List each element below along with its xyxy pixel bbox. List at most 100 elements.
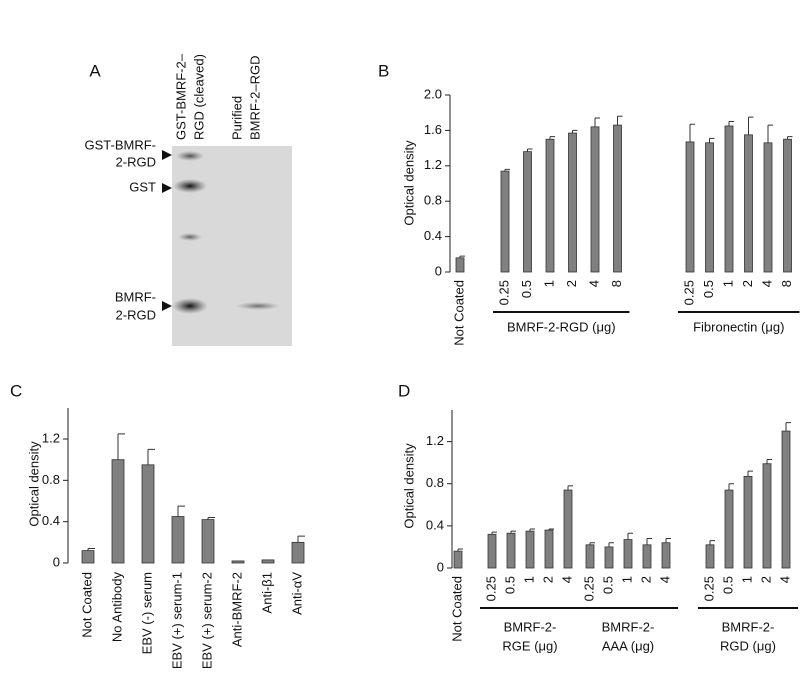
bar	[685, 141, 695, 273]
x-tick-label: 8	[609, 280, 624, 287]
x-tick-label: 1	[720, 280, 735, 287]
error-bar	[529, 528, 535, 532]
error-bar	[504, 168, 510, 172]
bar	[455, 257, 465, 273]
error-bar	[297, 535, 305, 543]
error-bar	[87, 548, 95, 551]
x-tick-label: 0.25	[681, 280, 696, 305]
bar	[763, 142, 773, 273]
x-tick-label: 4	[657, 576, 672, 583]
group-label: Fibronectin (μg)	[693, 319, 784, 334]
panel-letter: B	[378, 61, 389, 80]
group-label: BMRF-2-RGD (μg)	[507, 319, 616, 334]
bar	[744, 134, 753, 273]
bar	[590, 126, 600, 273]
bar	[453, 550, 463, 569]
group-label: AAA (μg)	[602, 638, 654, 653]
x-tick-label: 2	[564, 280, 579, 287]
x-tick-label: Anti-β1	[259, 572, 274, 613]
error-bar	[572, 129, 578, 134]
marker-label: 2-RGD	[116, 307, 156, 322]
x-tick-label: 0.5	[701, 280, 716, 298]
y-axis-label: Optical density	[401, 443, 416, 529]
x-tick-label: 0.5	[519, 280, 534, 298]
x-tick-label: 2	[758, 576, 773, 583]
bar	[724, 125, 734, 273]
x-tick-label: 0.25	[701, 576, 716, 601]
x-tick-label: 1	[619, 576, 634, 583]
x-tick-label: Not Coated	[79, 572, 94, 638]
x-tick-label: Not Coated	[449, 576, 464, 642]
band	[236, 302, 280, 310]
x-tick-label: 0.25	[483, 576, 498, 601]
y-tick-label: 1.2	[424, 157, 442, 172]
error-bar	[709, 137, 715, 143]
x-tick-label: Not Coated	[451, 280, 466, 346]
x-tick-label: 2	[740, 280, 755, 287]
x-tick-label: 4	[559, 576, 574, 583]
band	[172, 298, 208, 314]
bar	[762, 463, 772, 569]
x-tick-label: 0.25	[496, 280, 511, 305]
y-tick-label: 0.8	[424, 193, 442, 208]
x-tick-label: 0.5	[502, 576, 517, 594]
x-tick-label: EBV (+) serum-2	[199, 572, 214, 669]
error-bar	[549, 136, 555, 140]
error-bar	[728, 483, 734, 491]
group-label: RGD (μg)	[720, 638, 776, 653]
y-tick-label: 1.2	[426, 433, 444, 448]
x-tick-label: 0.5	[600, 576, 615, 594]
y-axis-label: Optical density	[401, 140, 416, 226]
y-tick-label: 0.8	[426, 475, 444, 490]
bar	[111, 459, 125, 564]
error-bar	[527, 148, 533, 152]
marker-label: GST-BMRF-	[85, 137, 157, 152]
bar	[705, 544, 715, 569]
error-bar	[147, 448, 155, 465]
band	[173, 179, 207, 193]
x-tick-label: 1	[541, 280, 556, 287]
error-bar	[117, 433, 125, 460]
lane-label: BMRF-2–RGD	[247, 55, 262, 140]
y-tick-label: 1.6	[424, 122, 442, 137]
error-bar	[689, 123, 695, 142]
error-bar	[589, 542, 595, 545]
x-tick-label: EBV (+) serum-1	[169, 572, 184, 669]
x-tick-label: 2	[540, 576, 555, 583]
bar	[506, 532, 516, 569]
x-tick-label: EBV (-) serum	[139, 572, 154, 654]
bar	[623, 539, 633, 569]
bar	[568, 132, 577, 273]
bar	[523, 151, 532, 273]
bar	[261, 559, 275, 564]
group-label: RGE (μg)	[502, 638, 557, 653]
y-tick-label: 0	[435, 263, 442, 278]
bar	[783, 138, 792, 273]
bar	[487, 533, 497, 569]
error-bar	[766, 459, 772, 464]
y-tick-label: 1.2	[42, 430, 60, 445]
x-tick-label: 8	[779, 280, 794, 287]
error-bar	[457, 548, 463, 552]
y-tick-label: 0.4	[42, 513, 60, 528]
error-bar	[709, 540, 715, 545]
bar	[604, 546, 614, 569]
gel	[172, 146, 292, 346]
y-tick-label: 0.4	[426, 517, 444, 532]
error-bar	[728, 121, 734, 126]
error-bar	[785, 422, 791, 432]
error-bar	[510, 530, 516, 534]
marker-label: 2-RGD	[116, 154, 156, 169]
error-bar	[767, 124, 773, 143]
panel-letter: A	[89, 61, 101, 80]
x-tick-label: No Antibody	[109, 572, 124, 643]
band	[176, 151, 204, 161]
band	[178, 233, 202, 241]
error-bar	[567, 485, 573, 491]
error-bar	[627, 532, 633, 540]
panel-letter: C	[10, 381, 22, 400]
error-bar	[491, 531, 497, 535]
bar	[642, 544, 652, 569]
x-tick-label: 0.5	[720, 576, 735, 594]
